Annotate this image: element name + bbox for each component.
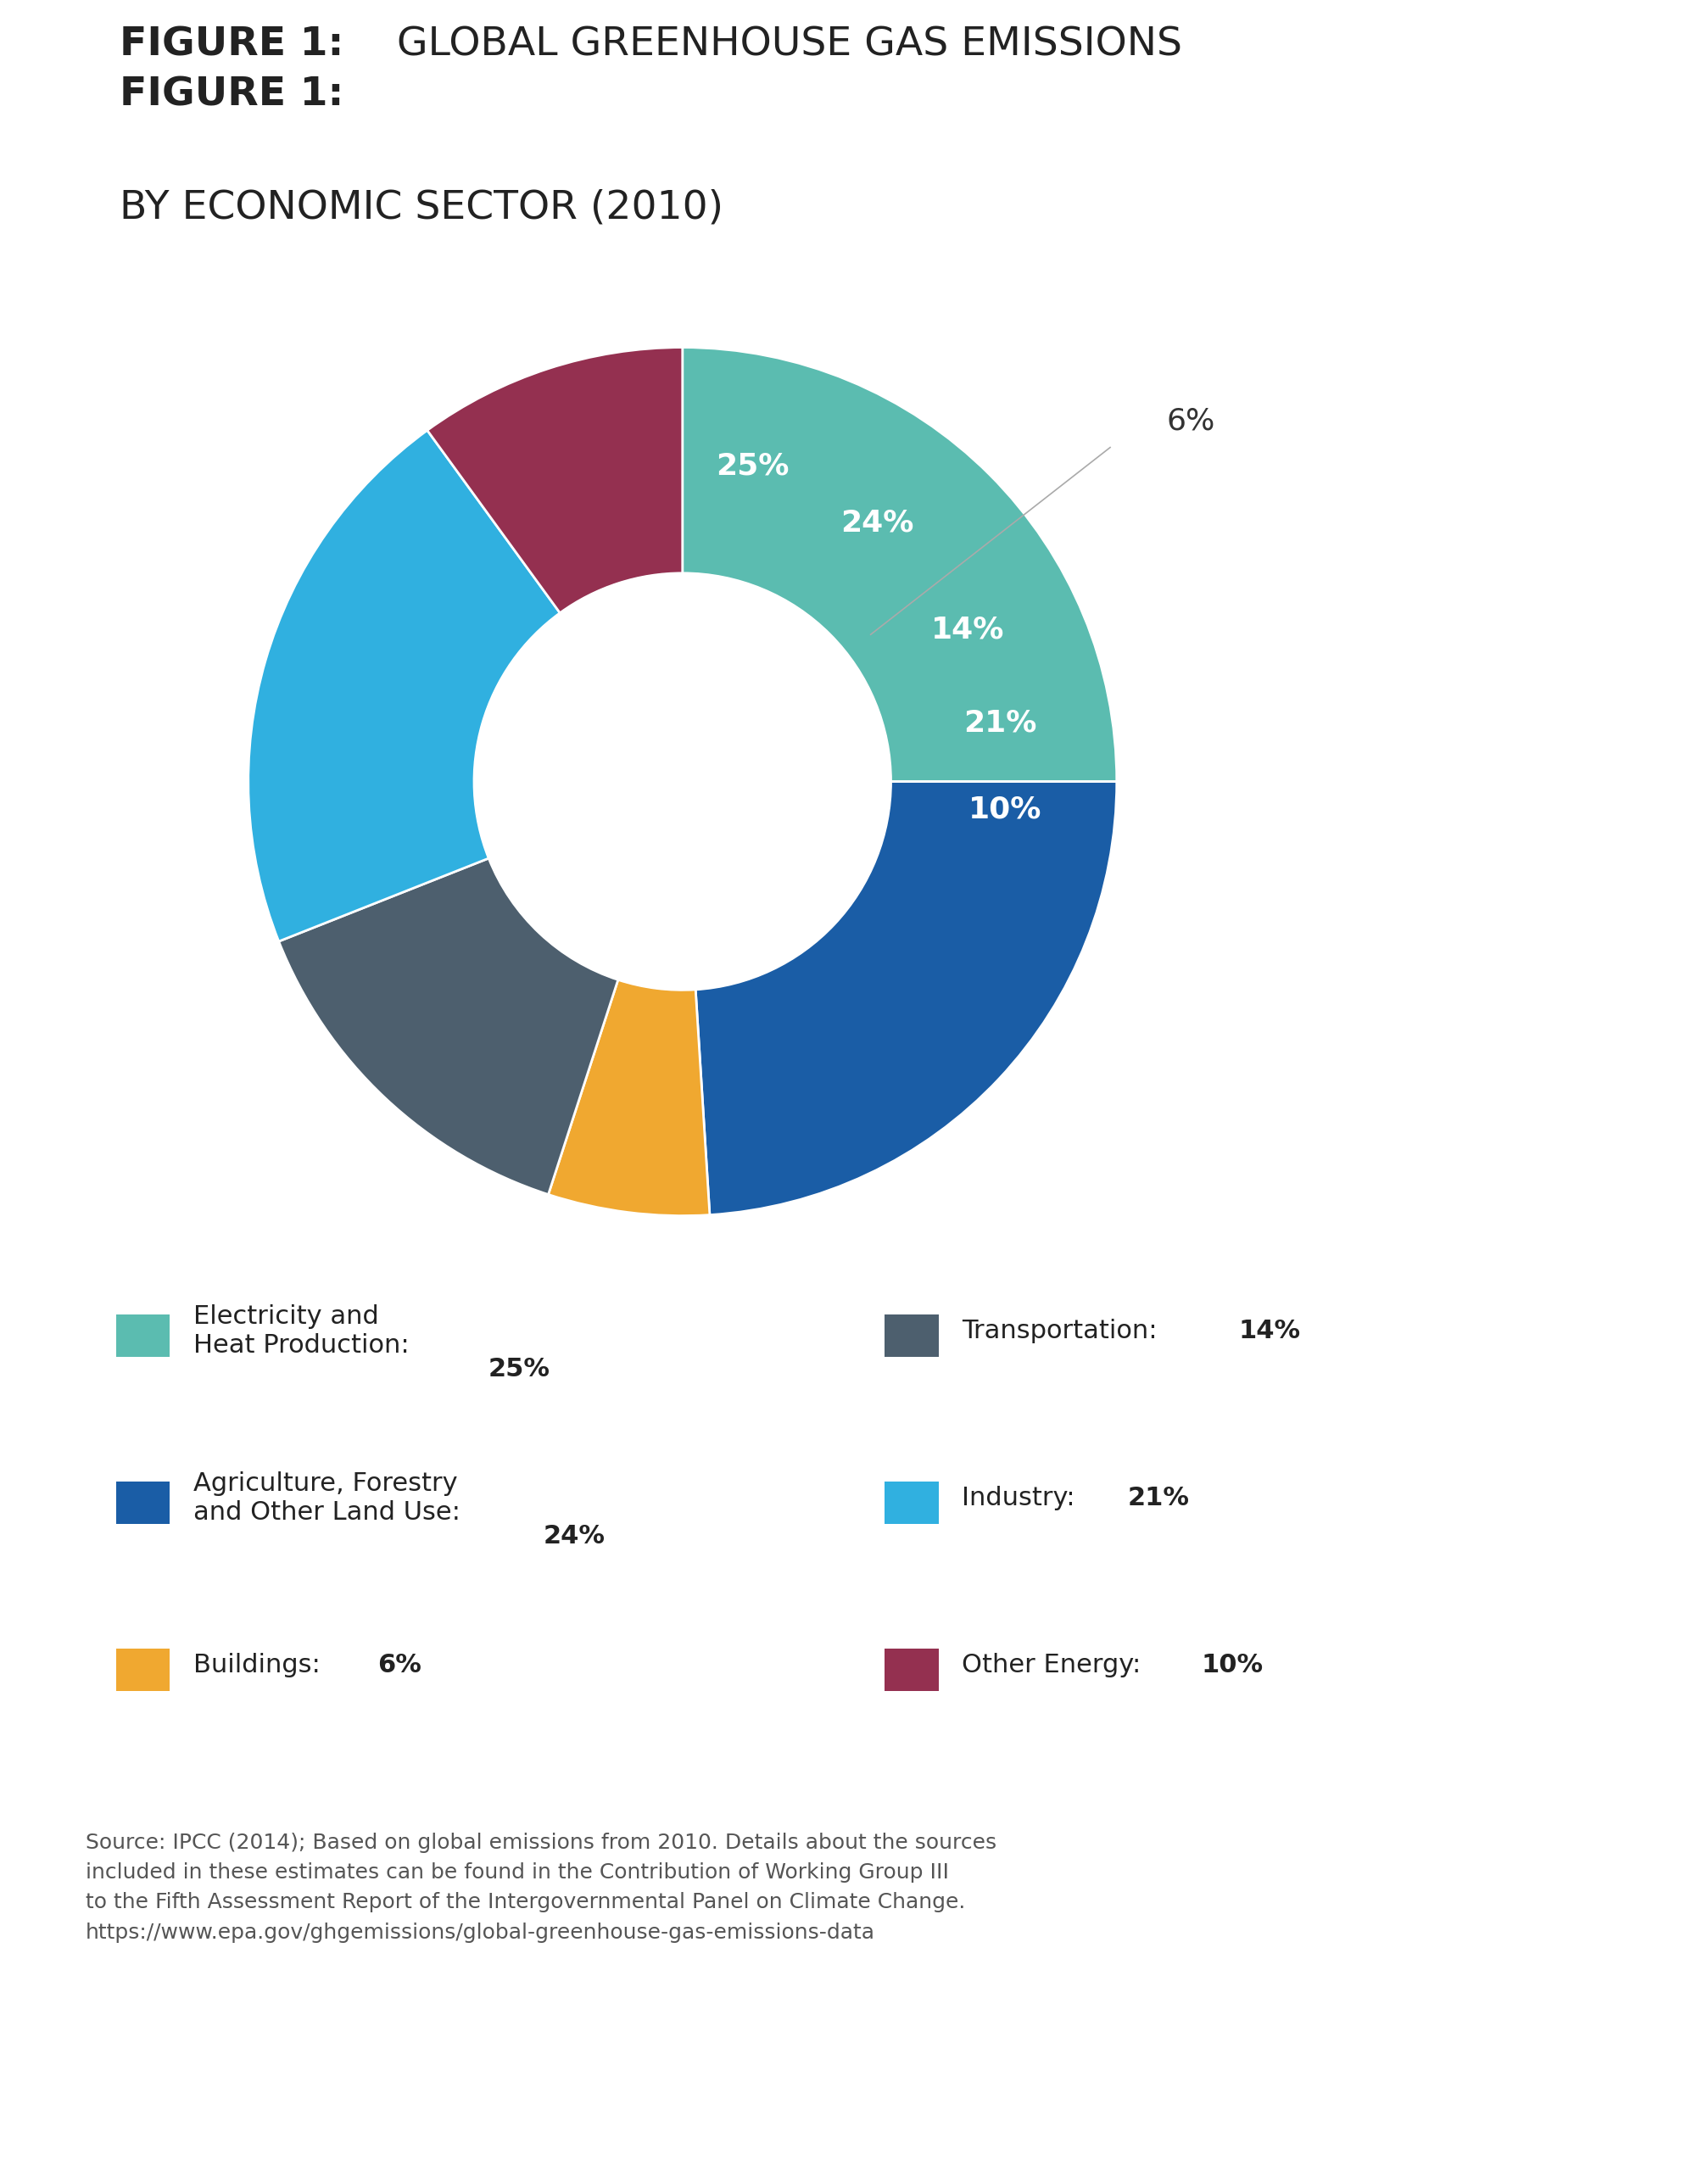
- FancyBboxPatch shape: [885, 1313, 939, 1357]
- FancyBboxPatch shape: [116, 1481, 171, 1524]
- Wedge shape: [695, 782, 1117, 1216]
- Text: 10%: 10%: [968, 795, 1042, 825]
- Text: FIGURE 1:: FIGURE 1:: [120, 76, 343, 115]
- Text: 21%: 21%: [1127, 1485, 1189, 1511]
- Text: 25%: 25%: [488, 1357, 550, 1381]
- Text: 6%: 6%: [1167, 406, 1214, 434]
- FancyBboxPatch shape: [885, 1648, 939, 1691]
- Text: Buildings:: Buildings:: [193, 1652, 328, 1678]
- Text: 14%: 14%: [1238, 1318, 1300, 1344]
- Wedge shape: [427, 347, 683, 612]
- FancyBboxPatch shape: [116, 1648, 171, 1691]
- Text: 21%: 21%: [963, 708, 1037, 736]
- Text: GLOBAL GREENHOUSE GAS EMISSIONS: GLOBAL GREENHOUSE GAS EMISSIONS: [384, 26, 1182, 65]
- Text: 6%: 6%: [377, 1652, 422, 1678]
- Wedge shape: [683, 347, 1117, 782]
- Wedge shape: [248, 430, 560, 942]
- FancyBboxPatch shape: [116, 1313, 171, 1357]
- Text: Agriculture, Forestry
and Other Land Use:: Agriculture, Forestry and Other Land Use…: [193, 1472, 468, 1524]
- Text: Source: IPCC (2014); Based on global emissions from 2010. Details about the sour: Source: IPCC (2014); Based on global emi…: [85, 1832, 996, 1943]
- Circle shape: [475, 573, 892, 990]
- Text: Industry:: Industry:: [962, 1485, 1083, 1511]
- Text: BY ECONOMIC SECTOR (2010): BY ECONOMIC SECTOR (2010): [120, 189, 724, 228]
- Text: 10%: 10%: [1201, 1652, 1264, 1678]
- Text: Other Energy:: Other Energy:: [962, 1652, 1149, 1678]
- Text: 25%: 25%: [716, 452, 789, 480]
- Wedge shape: [548, 979, 711, 1216]
- Text: Transportation:: Transportation:: [962, 1318, 1165, 1344]
- Text: 24%: 24%: [543, 1524, 605, 1548]
- Text: FIGURE 1:: FIGURE 1:: [120, 26, 343, 65]
- Wedge shape: [278, 858, 618, 1194]
- Text: FIGURE 1: GLOBAL GREENHOUSE GAS EMISSIONS
BY ECONOMIC SECTOR (2010): FIGURE 1: GLOBAL GREENHOUSE GAS EMISSION…: [120, 76, 1230, 158]
- Text: 24%: 24%: [840, 508, 914, 538]
- FancyBboxPatch shape: [885, 1481, 939, 1524]
- Text: 14%: 14%: [931, 614, 1004, 645]
- Text: Electricity and
Heat Production:: Electricity and Heat Production:: [193, 1305, 417, 1357]
